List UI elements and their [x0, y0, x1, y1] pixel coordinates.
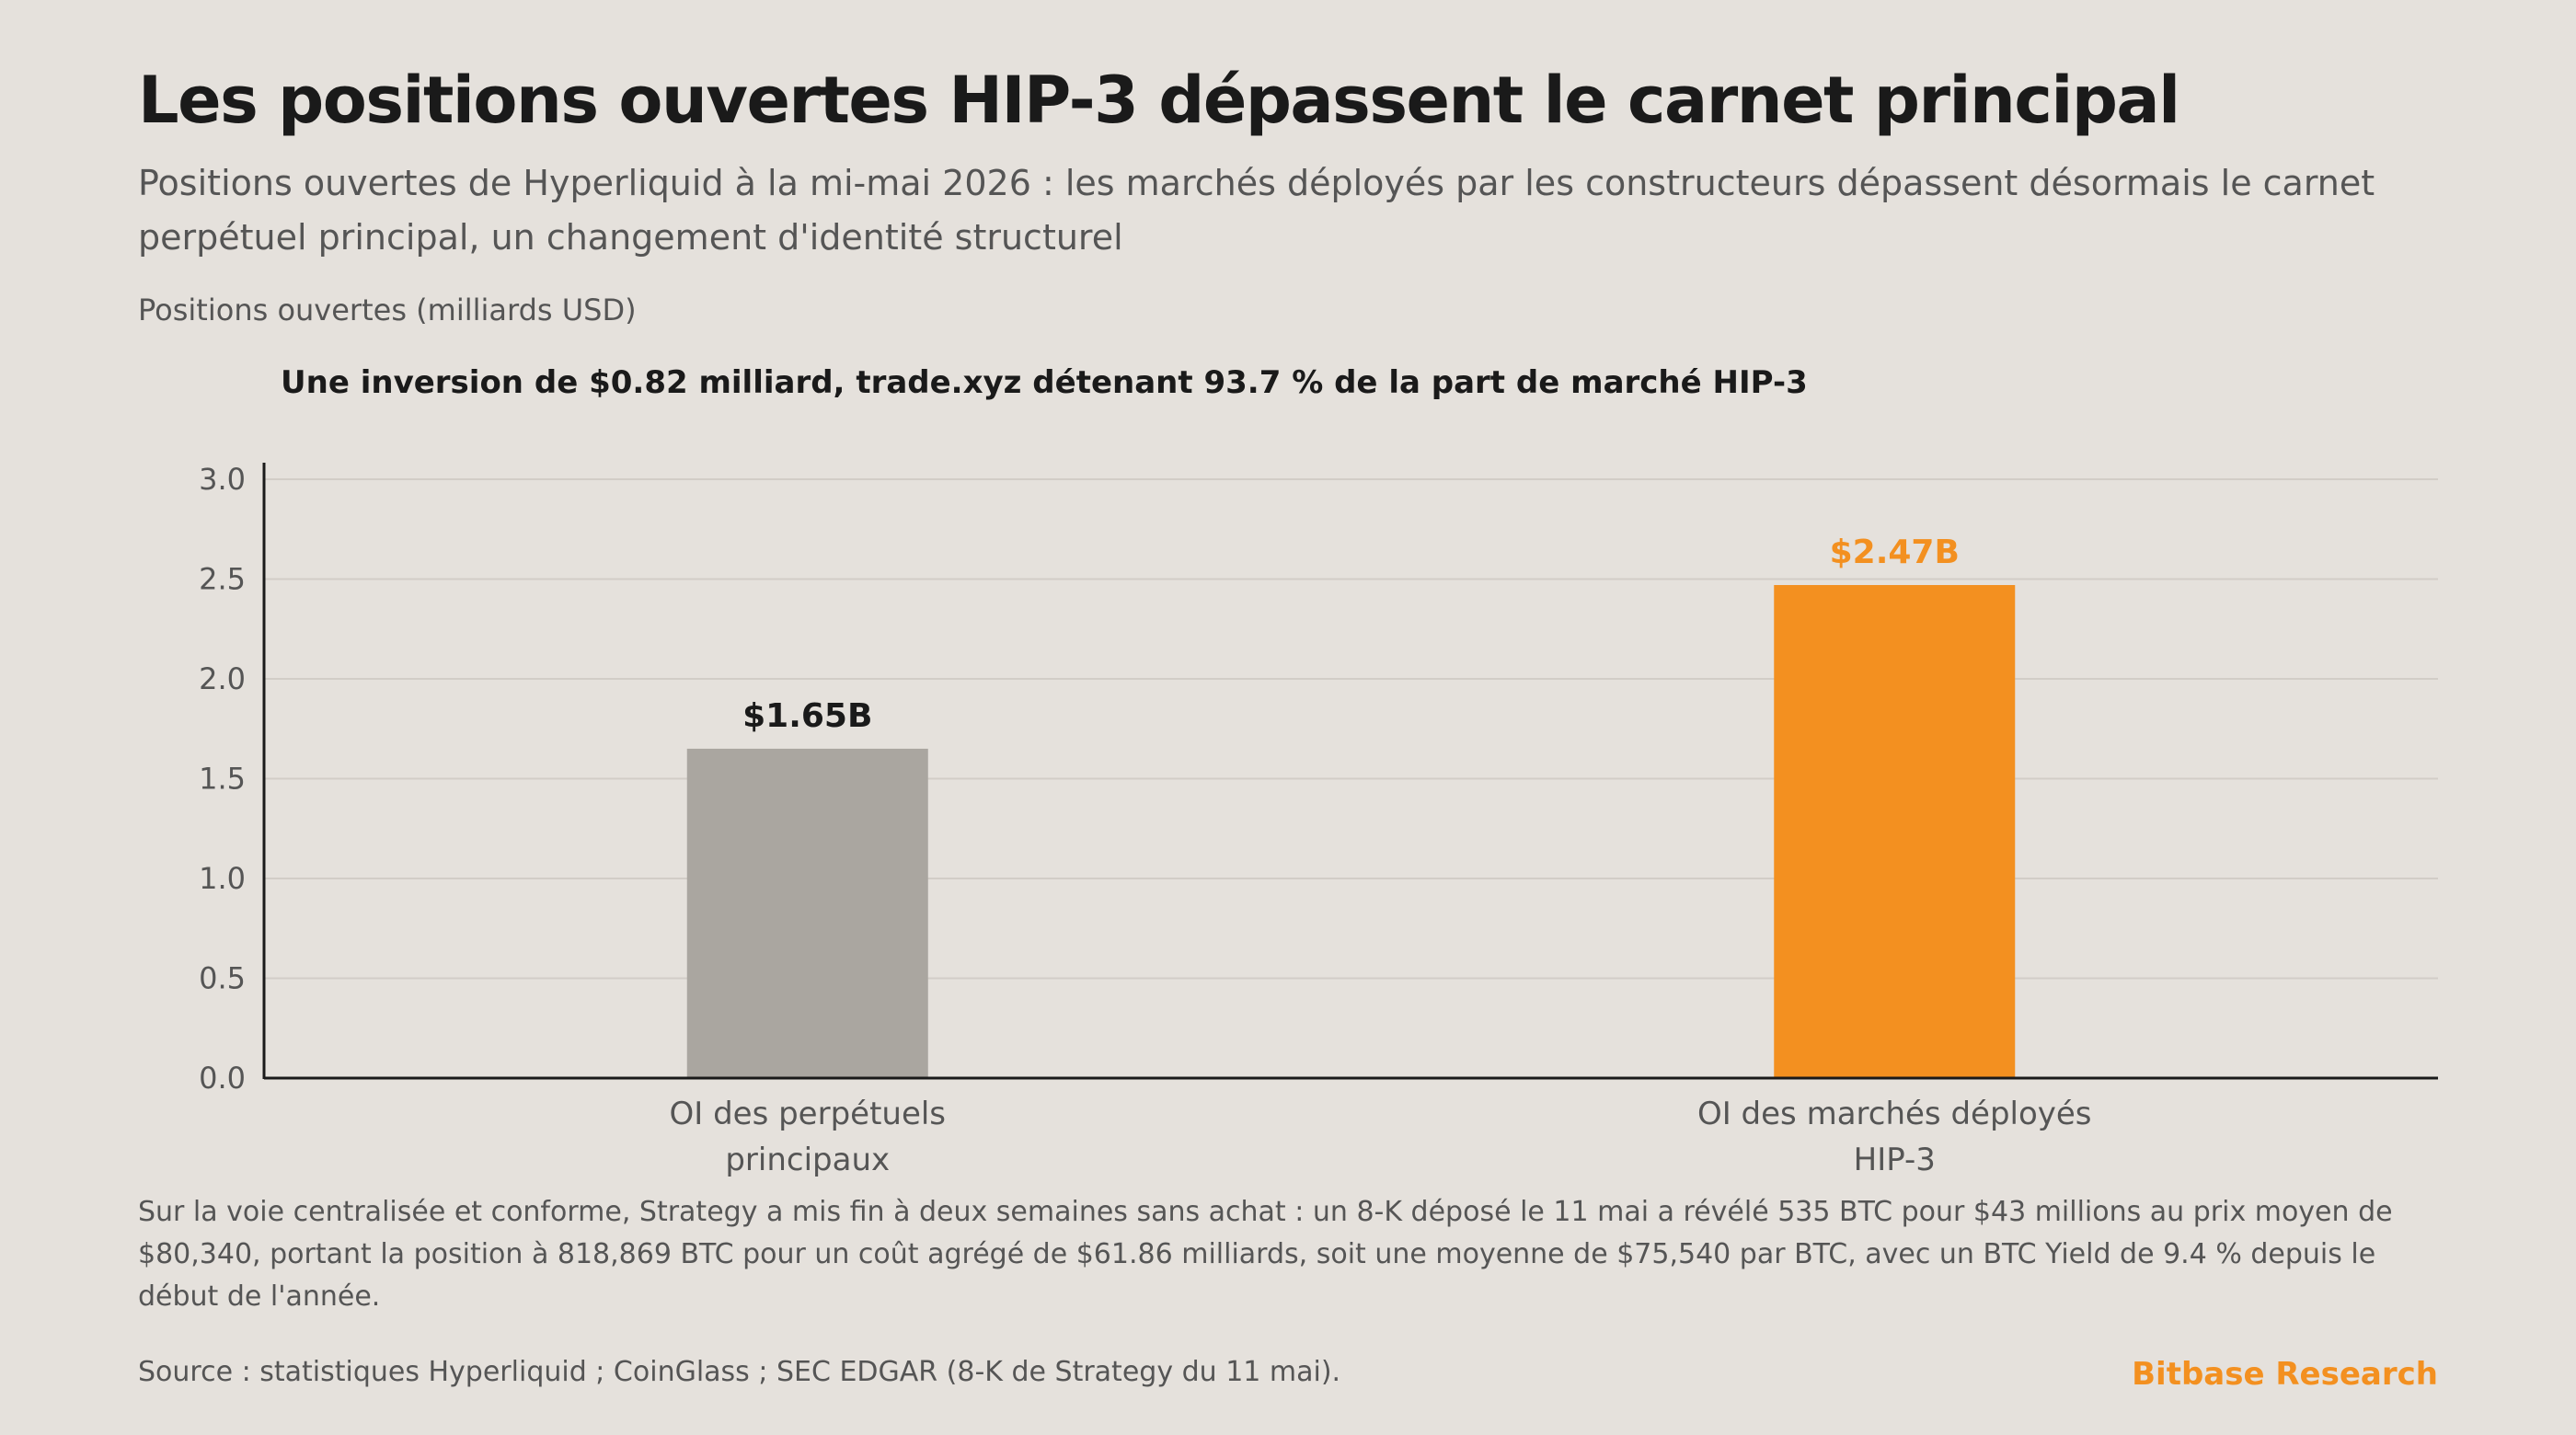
bar	[1774, 585, 2016, 1078]
x-tick-label: principaux	[725, 1142, 890, 1178]
bar	[686, 748, 928, 1078]
y-axis-label: Positions ouvertes (milliards USD)	[138, 293, 637, 327]
y-tick-label: 2.5	[199, 562, 246, 597]
bars	[686, 585, 2016, 1078]
y-tick-label: 3.0	[199, 462, 246, 497]
y-tick-label: 2.0	[199, 661, 246, 696]
x-tick-label: HIP-3	[1854, 1142, 1936, 1178]
labels: 0.0 0.5 1.0 1.5 2.0 2.5 3.0 $1.65B OI des perpét…	[199, 462, 2091, 1178]
y-tick-label: 0.0	[199, 1061, 246, 1096]
chart-annotation: Une inversion de $0.82 milliard, trade.x…	[281, 364, 1808, 401]
x-tick-label: OI des marchés déployés	[1697, 1096, 2092, 1132]
grid-lines	[264, 478, 2438, 980]
source-note: Source : statistiques Hyperliquid ; Coin…	[138, 1356, 1341, 1388]
chart-title: Les positions ouvertes HIP-3 dépassent l…	[138, 63, 2180, 138]
bar-chart: 0.0 0.5 1.0 1.5 2.0 2.5 3.0 $1.65B OI des perpét…	[199, 462, 2438, 1178]
y-tick-label: 1.5	[199, 762, 246, 797]
x-tick-label: OI des perpétuels	[669, 1096, 946, 1132]
axes	[262, 463, 2438, 1080]
chart-subtitle: Positions ouvertes de Hyperliquid à la m…	[138, 163, 2375, 258]
y-tick-label: 0.5	[199, 961, 246, 996]
data-label: $1.65B	[742, 697, 872, 735]
brand-logo-text: Bitbase Research	[2132, 1356, 2438, 1393]
data-label: $2.47B	[1830, 534, 1960, 571]
y-tick-label: 1.0	[199, 861, 246, 896]
chart-caption: Sur la voie centralisée et conforme, Str…	[138, 1196, 2393, 1313]
